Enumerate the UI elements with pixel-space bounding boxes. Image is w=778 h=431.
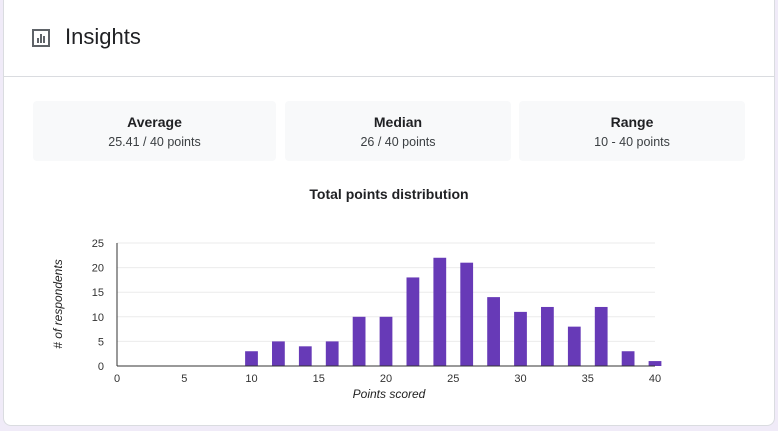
average-value: 25.41 / 40 points [108,135,201,149]
x-tick-label: 20 [380,373,392,385]
x-tick-label: 5 [181,373,187,385]
distribution-bar [272,341,285,366]
x-tick-label: 25 [447,373,459,385]
y-tick-label: 0 [98,361,104,373]
distribution-bar [298,346,312,366]
y-tick-label: 20 [92,263,104,275]
y-tick-label: 15 [92,287,104,299]
distribution-bar [460,262,474,366]
insights-card: Insights Average 25.41 / 40 points Media… [3,0,775,426]
x-tick-label: 0 [114,373,120,385]
y-tick-label: 10 [92,312,104,324]
x-tick-label: 30 [514,373,526,385]
distribution-bar [433,257,447,366]
x-tick-label: 15 [313,373,325,385]
x-axis-label: Points scored [353,387,426,401]
range-value: 10 - 40 points [594,135,670,149]
distribution-bar [406,277,420,366]
insights-header: Insights [4,0,774,77]
chart-title: Total points distribution [309,186,469,202]
x-tick-label: 35 [582,373,594,385]
x-tick-label: 40 [649,373,661,385]
median-label: Median [373,114,423,130]
average-label: Average [127,114,182,130]
distribution-bar [325,341,339,366]
range-stat-card: Range 10 - 40 points [519,101,745,161]
y-tick-label: 25 [92,238,104,250]
distribution-bar [621,351,635,366]
y-axis-label: # of respondents [51,259,65,348]
distribution-bar [245,351,258,366]
distribution-bar [352,316,366,366]
range-label: Range [610,114,654,130]
distribution-bar [541,306,554,366]
average-stat-card: Average 25.41 / 40 points [33,101,276,161]
distribution-bar [487,297,500,366]
x-tick-label: 10 [245,373,257,385]
y-tick-label: 5 [98,336,104,348]
distribution-bar [648,361,662,366]
median-stat-card: Median 26 / 40 points [285,101,511,161]
bar-chart-icon [32,29,50,47]
points-distribution-chart: 0 5 10 15 20 25 0 5 10 15 20 25 30 35 40 # of responde… [51,238,662,401]
insights-title: Insights [65,24,141,49]
distribution-bar [514,311,527,366]
distribution-bar [594,306,608,366]
distribution-bar [567,326,581,366]
median-value: 26 / 40 points [360,135,436,149]
distribution-bar [379,316,393,366]
